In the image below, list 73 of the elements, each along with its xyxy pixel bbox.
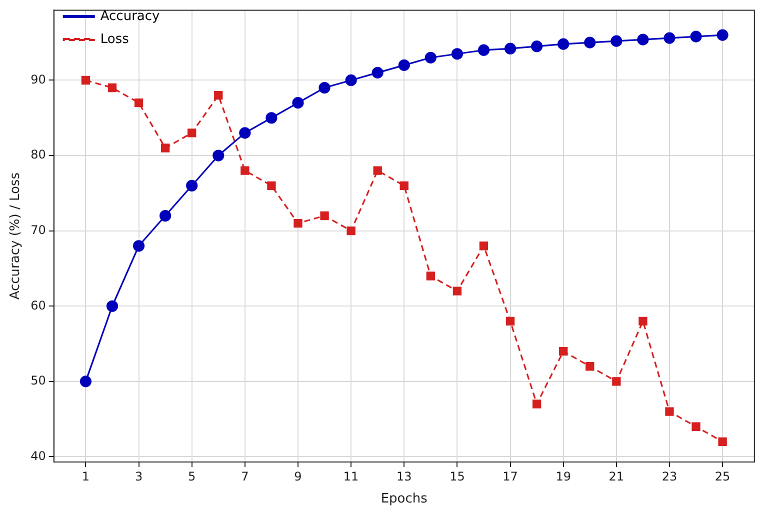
point <box>240 166 250 175</box>
point <box>106 300 118 312</box>
y-tick-label: 70 <box>30 222 46 237</box>
point <box>584 36 596 48</box>
point <box>478 44 490 56</box>
point <box>479 242 488 250</box>
point <box>612 377 621 386</box>
point <box>506 316 515 326</box>
point <box>132 240 145 252</box>
point <box>718 437 727 446</box>
legend-label: Accuracy <box>100 8 160 24</box>
y-tick-label: 50 <box>30 374 46 388</box>
point <box>108 83 117 92</box>
point <box>80 376 92 388</box>
x-tick-label: 9 <box>294 469 302 484</box>
point <box>690 30 702 42</box>
x-tick-label: 5 <box>188 469 196 484</box>
y-tick-label: 90 <box>30 72 46 86</box>
point <box>504 42 516 54</box>
point <box>532 400 542 408</box>
legend-label: Loss <box>100 32 130 47</box>
x-tick-label: 23 <box>662 469 678 484</box>
point <box>586 362 594 371</box>
point <box>400 181 408 190</box>
point <box>372 66 384 78</box>
point <box>664 32 676 44</box>
point <box>716 29 728 41</box>
y-tick-label: 40 <box>30 448 46 463</box>
x-tick-label: 21 <box>608 469 624 484</box>
x-tick-label: 17 <box>502 469 518 484</box>
point <box>610 35 622 47</box>
point <box>292 97 304 109</box>
point <box>160 144 170 152</box>
x-tick-label: 15 <box>450 469 465 484</box>
x-tick-label: 25 <box>714 469 730 484</box>
point <box>665 407 674 416</box>
x-tick-label: 11 <box>343 469 359 484</box>
x-tick-label: 19 <box>556 469 571 484</box>
point <box>81 76 90 85</box>
point <box>267 181 276 190</box>
point <box>186 180 198 192</box>
x-tick-label: 7 <box>241 469 249 484</box>
point <box>134 98 144 108</box>
point <box>239 127 251 139</box>
y-tick-label: 80 <box>30 148 46 162</box>
point <box>346 226 356 236</box>
point <box>212 150 224 162</box>
point <box>637 34 649 46</box>
point <box>266 112 278 124</box>
point <box>452 286 462 296</box>
y-tick-label: 60 <box>30 298 46 312</box>
y-axis-title: Accuracy (%) / Loss <box>8 172 24 300</box>
point <box>451 48 464 60</box>
x-tick-label: 1 <box>82 469 90 484</box>
point <box>426 272 436 280</box>
x-tick-label: 13 <box>396 469 412 484</box>
point <box>692 422 700 431</box>
point <box>320 211 329 220</box>
x-axis-title: Epochs <box>380 492 428 507</box>
point <box>558 38 570 50</box>
x-tick-label: 3 <box>134 469 143 484</box>
point <box>424 52 436 64</box>
point <box>559 346 568 356</box>
point <box>531 40 543 52</box>
point <box>318 82 330 94</box>
point <box>638 316 648 326</box>
point <box>294 218 302 228</box>
point <box>345 74 357 86</box>
point <box>160 210 172 222</box>
point <box>214 90 223 100</box>
point <box>188 128 196 138</box>
point <box>398 59 410 71</box>
point <box>373 166 382 175</box>
